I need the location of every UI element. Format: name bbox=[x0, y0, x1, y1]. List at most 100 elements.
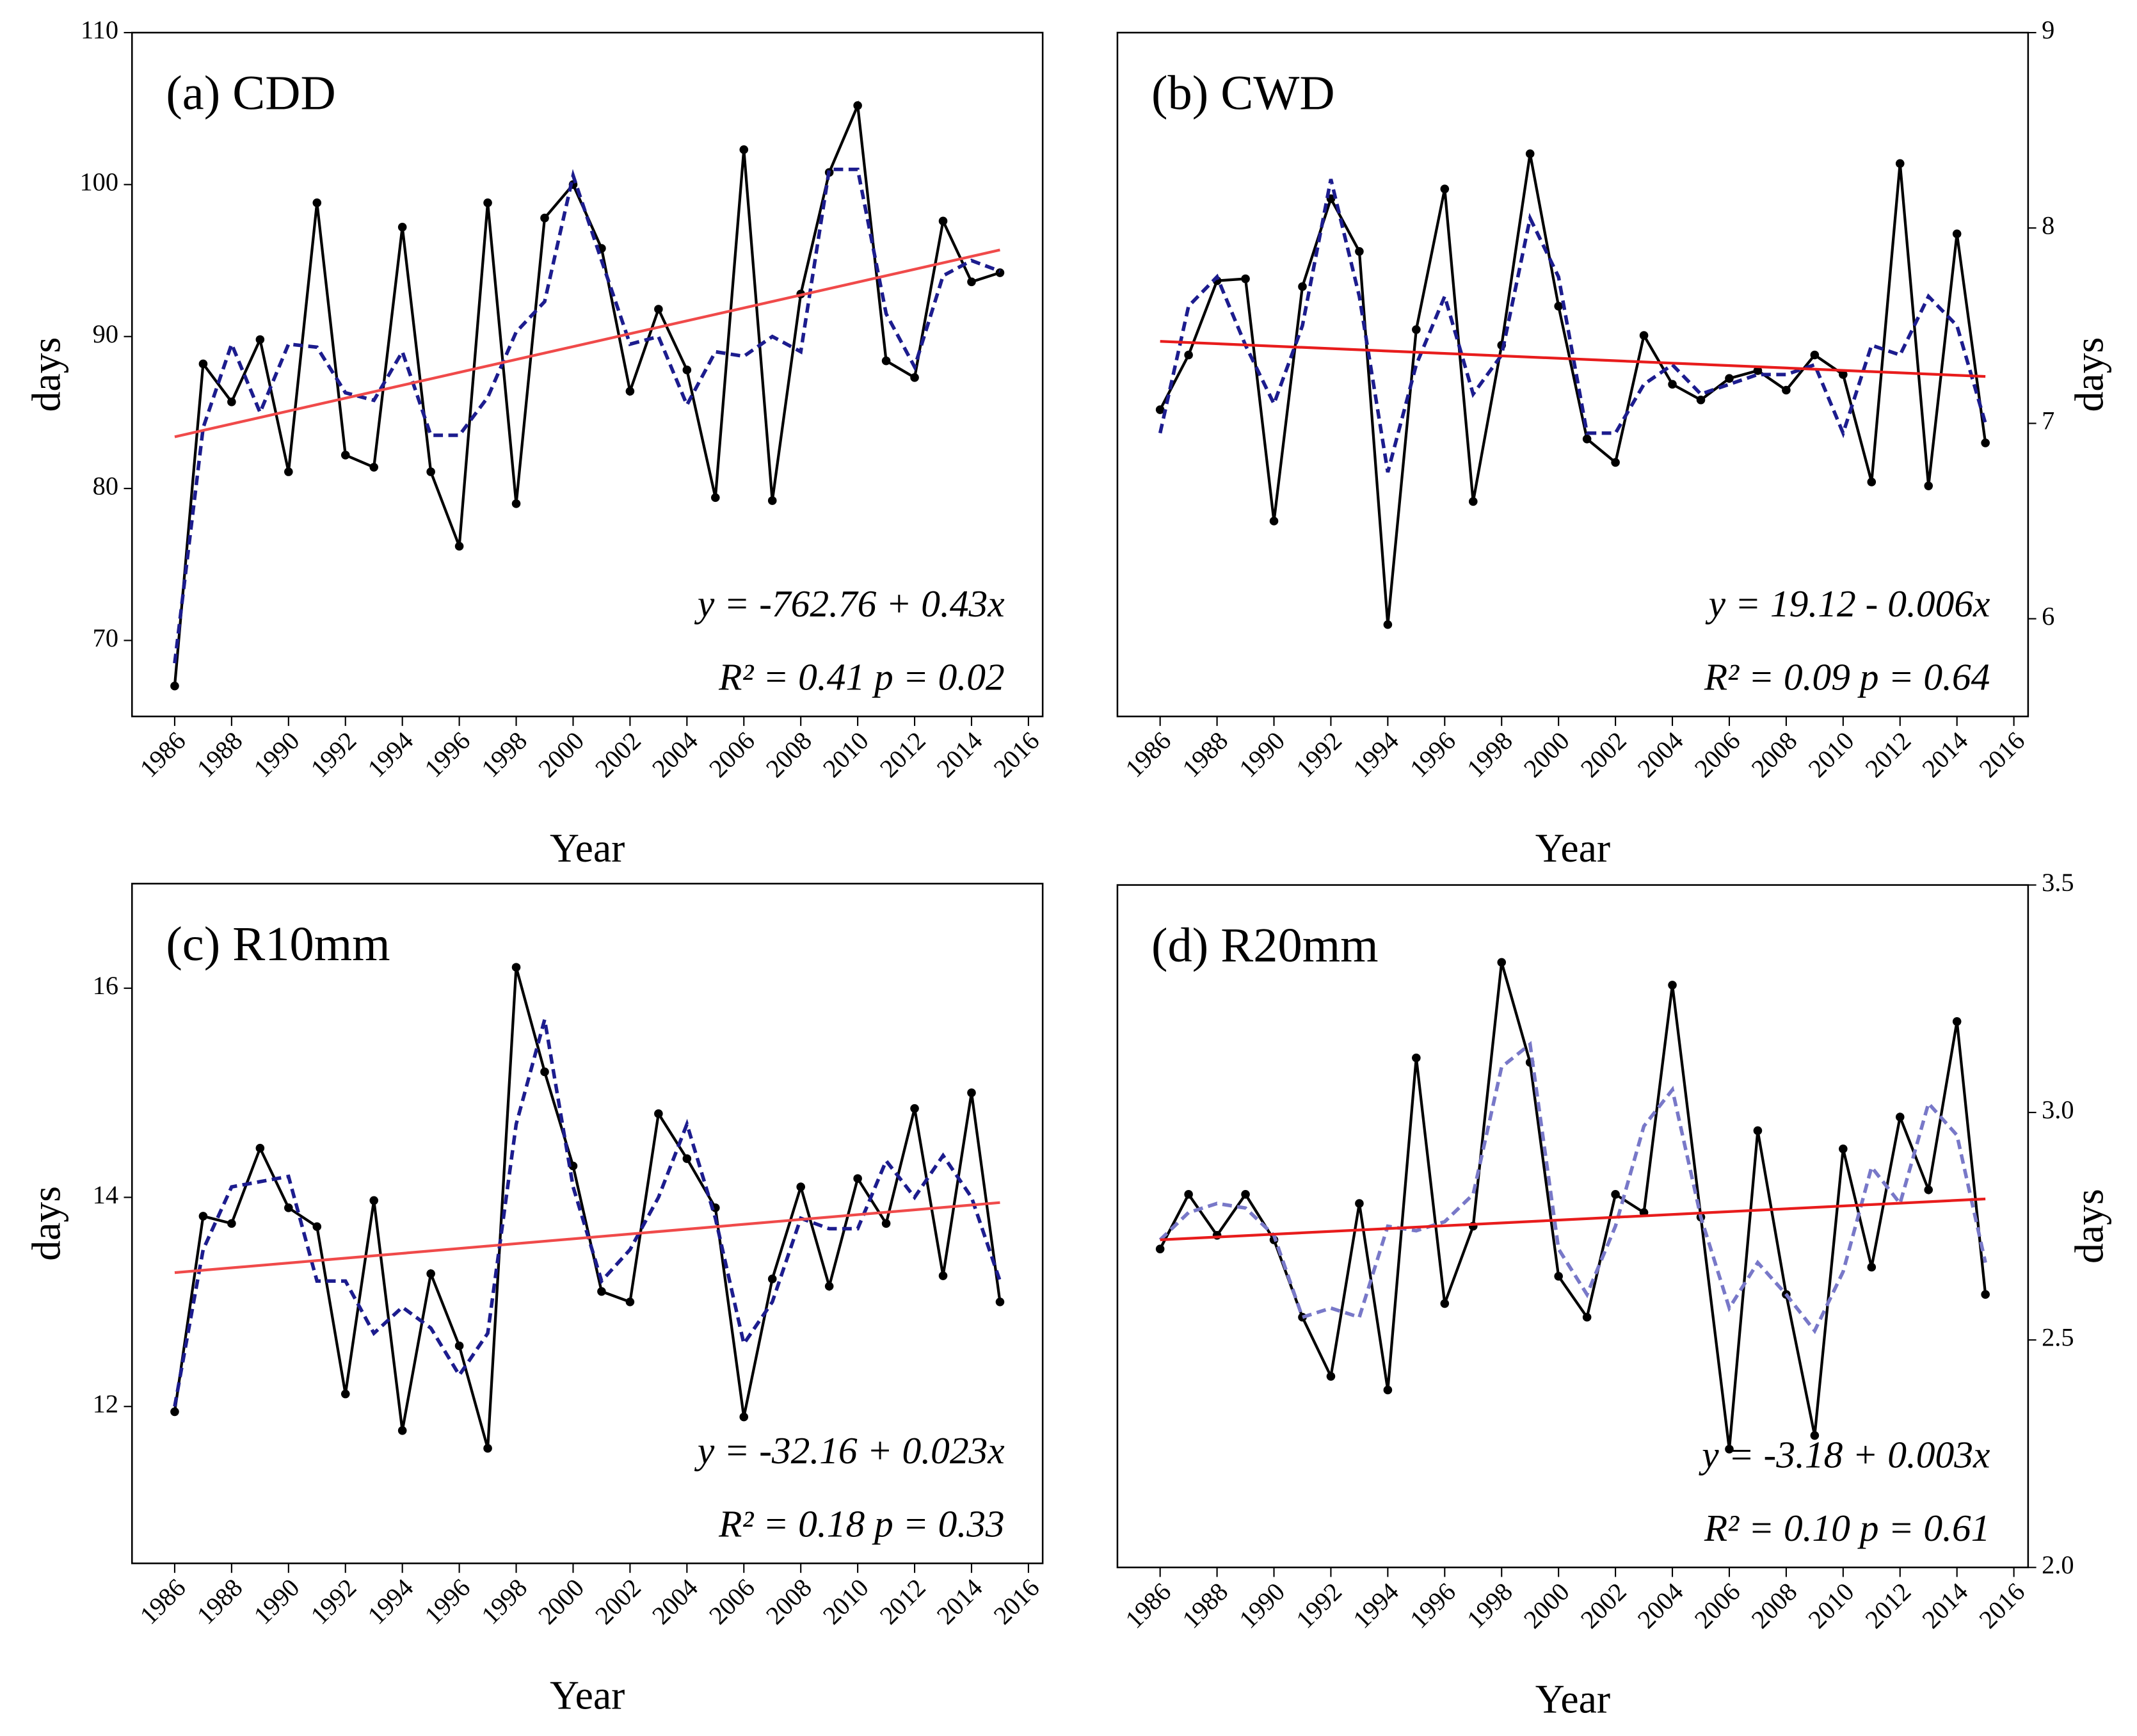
x-tick-label: 1996 bbox=[419, 726, 476, 783]
y-tick-label: 110 bbox=[81, 15, 118, 44]
x-tick-label: 2012 bbox=[1860, 726, 1917, 783]
annotation: y = -762.76 + 0.43x bbox=[694, 583, 1005, 625]
x-tick-label: 1988 bbox=[191, 726, 248, 783]
data-point bbox=[1355, 247, 1364, 256]
data-point bbox=[767, 496, 777, 505]
data-point bbox=[1554, 1271, 1563, 1281]
data-point bbox=[1326, 1372, 1336, 1381]
data-point bbox=[397, 1426, 407, 1435]
x-tick-label: 2006 bbox=[703, 726, 760, 783]
data-point bbox=[654, 1109, 663, 1118]
data-point bbox=[454, 1341, 464, 1351]
y-tick-label: 3.5 bbox=[2042, 868, 2074, 897]
data-point bbox=[824, 1282, 834, 1291]
annotation: y = -3.18 + 0.003x bbox=[1699, 1433, 1990, 1475]
x-tick-label: 1990 bbox=[248, 1573, 305, 1630]
x-axis-label: Year bbox=[550, 1672, 625, 1717]
data-point bbox=[853, 101, 862, 110]
data-point bbox=[910, 373, 919, 382]
data-point bbox=[1981, 438, 1990, 447]
data-point bbox=[1981, 1290, 1990, 1299]
data-point bbox=[995, 1298, 1005, 1306]
data-line bbox=[173, 967, 1002, 1449]
x-tick-label: 2008 bbox=[760, 726, 817, 783]
data-point bbox=[1611, 1190, 1620, 1199]
smoothed-line bbox=[1158, 179, 1987, 473]
data-point bbox=[1497, 958, 1507, 967]
data-point bbox=[767, 1274, 777, 1283]
data-point bbox=[1810, 1431, 1820, 1440]
y-tick-label: 2.0 bbox=[2042, 1550, 2074, 1579]
plot-frame bbox=[131, 883, 1044, 1564]
x-tick-label: 2002 bbox=[1575, 1577, 1632, 1634]
x-tick-label: 2010 bbox=[1803, 1577, 1860, 1634]
data-point bbox=[853, 1174, 862, 1183]
annotation: y = 19.12 - 0.006x bbox=[1706, 583, 1990, 625]
x-tick-label: 1992 bbox=[1290, 726, 1347, 783]
data-point bbox=[654, 305, 663, 314]
data-point bbox=[511, 963, 521, 972]
x-tick-label: 1986 bbox=[1119, 1577, 1176, 1634]
data-point bbox=[227, 398, 236, 406]
data-point bbox=[682, 1154, 692, 1163]
data-point bbox=[198, 359, 208, 369]
data-point bbox=[1355, 1199, 1364, 1208]
data-point bbox=[1753, 366, 1763, 375]
x-axis-label: Year bbox=[550, 825, 625, 871]
data-point bbox=[1895, 159, 1905, 168]
data-point bbox=[1184, 350, 1193, 360]
x-tick-label: 2002 bbox=[589, 726, 646, 783]
data-point bbox=[625, 387, 635, 396]
x-tick-label: 1994 bbox=[1347, 1577, 1404, 1634]
plot-frame bbox=[1116, 884, 2029, 1568]
data-point bbox=[426, 467, 435, 476]
x-tick-label: 1994 bbox=[362, 726, 419, 783]
panel: 2.0 2.5 3.0 3.5 1986 1988 1990 1992 1994 1996 1998… bbox=[1116, 868, 2111, 1722]
y-tick-label: 3.0 bbox=[2042, 1095, 2074, 1124]
x-tick-label: 1986 bbox=[1119, 726, 1176, 783]
trend-line bbox=[1160, 340, 1986, 378]
panel-title: (c) R10mm bbox=[166, 917, 390, 971]
x-tick-label: 2010 bbox=[817, 1573, 874, 1630]
x-tick-label: 2006 bbox=[1689, 726, 1746, 783]
data-point bbox=[227, 1219, 236, 1228]
x-tick-label: 1996 bbox=[419, 1573, 476, 1630]
x-tick-label: 2008 bbox=[760, 1573, 817, 1630]
data-point bbox=[1725, 374, 1734, 383]
data-point bbox=[1924, 1185, 1933, 1194]
y-tick-label: 90 bbox=[93, 319, 118, 348]
data-point bbox=[1412, 1053, 1421, 1063]
data-point bbox=[1952, 229, 1962, 239]
data-point bbox=[1582, 1312, 1592, 1322]
data-point bbox=[1753, 1126, 1763, 1136]
data-point bbox=[1468, 497, 1478, 506]
x-tick-label: 1990 bbox=[1233, 726, 1290, 783]
x-tick-label: 1988 bbox=[1176, 726, 1233, 783]
y-tick-label: 8 bbox=[2042, 211, 2054, 239]
data-point bbox=[1782, 385, 1791, 395]
data-point bbox=[397, 223, 407, 232]
data-point bbox=[1383, 620, 1393, 629]
annotation: y = -32.16 + 0.023x bbox=[694, 1429, 1005, 1472]
x-tick-label: 2004 bbox=[646, 726, 703, 783]
data-point bbox=[995, 268, 1005, 277]
trend-line bbox=[1160, 1197, 1986, 1242]
data-point bbox=[682, 366, 692, 374]
x-tick-label: 1998 bbox=[1461, 1577, 1518, 1634]
trend-line bbox=[174, 248, 1000, 438]
x-tick-label: 1998 bbox=[476, 1573, 532, 1630]
x-tick-label: 2004 bbox=[1632, 726, 1689, 783]
data-point bbox=[1554, 301, 1563, 311]
data-point bbox=[1298, 282, 1307, 291]
data-point bbox=[1412, 325, 1421, 334]
x-tick-label: 1996 bbox=[1404, 726, 1461, 783]
data-point bbox=[1810, 350, 1820, 360]
x-tick-label: 1990 bbox=[1233, 1577, 1290, 1634]
panel: 70 80 90 100 110 1986 1988 1990 1992 1994 1996 1998… bbox=[23, 15, 1044, 871]
data-point bbox=[597, 1287, 606, 1296]
data-point bbox=[1582, 435, 1592, 444]
data-point bbox=[1725, 1445, 1734, 1454]
data-point bbox=[170, 681, 179, 691]
x-tick-label: 2008 bbox=[1746, 726, 1803, 783]
